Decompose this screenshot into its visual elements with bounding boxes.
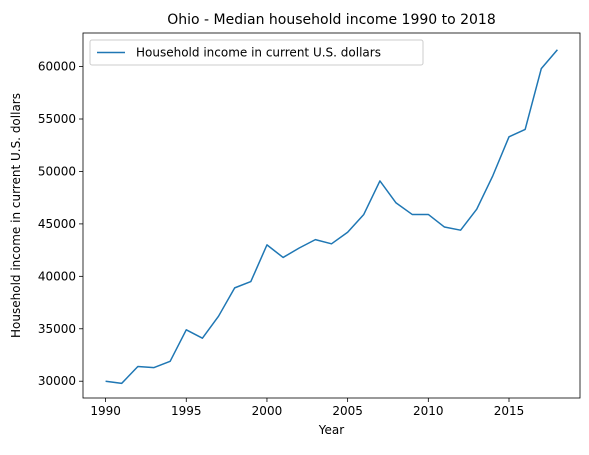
x-axis: 1990 1995 2000 2005 2010 2015	[90, 398, 524, 418]
y-tick-label: 40000	[38, 269, 76, 283]
y-tick-label: 55000	[38, 112, 76, 126]
y-axis-title: Household income in current U.S. dollars	[9, 93, 23, 338]
x-tick-label: 1995	[171, 404, 202, 418]
x-tick-label: 2010	[413, 404, 444, 418]
x-axis-title: Year	[318, 423, 344, 437]
y-tick-label: 35000	[38, 322, 76, 336]
plot-area	[82, 32, 581, 399]
y-tick-label: 50000	[38, 164, 76, 178]
legend-box	[89, 39, 424, 66]
plot-frame	[82, 32, 581, 399]
chart-title: Ohio - Median household income 1990 to 2…	[167, 12, 496, 28]
y-tick-label: 45000	[38, 217, 76, 231]
legend-label: Household income in current U.S. dollars	[136, 46, 381, 60]
y-axis: 30000 35000 40000 45000 50000 55000 60000	[38, 60, 83, 388]
x-tick-label: 2005	[332, 404, 363, 418]
x-tick-label: 2000	[252, 404, 283, 418]
x-tick-label: 2015	[494, 404, 525, 418]
series-layer	[105, 49, 558, 385]
x-tick-label: 1990	[90, 404, 121, 418]
series-line	[105, 49, 558, 385]
legend: Household income in current U.S. dollars	[89, 39, 424, 66]
y-tick-label: 30000	[38, 374, 76, 388]
y-tick-label: 60000	[38, 60, 76, 74]
